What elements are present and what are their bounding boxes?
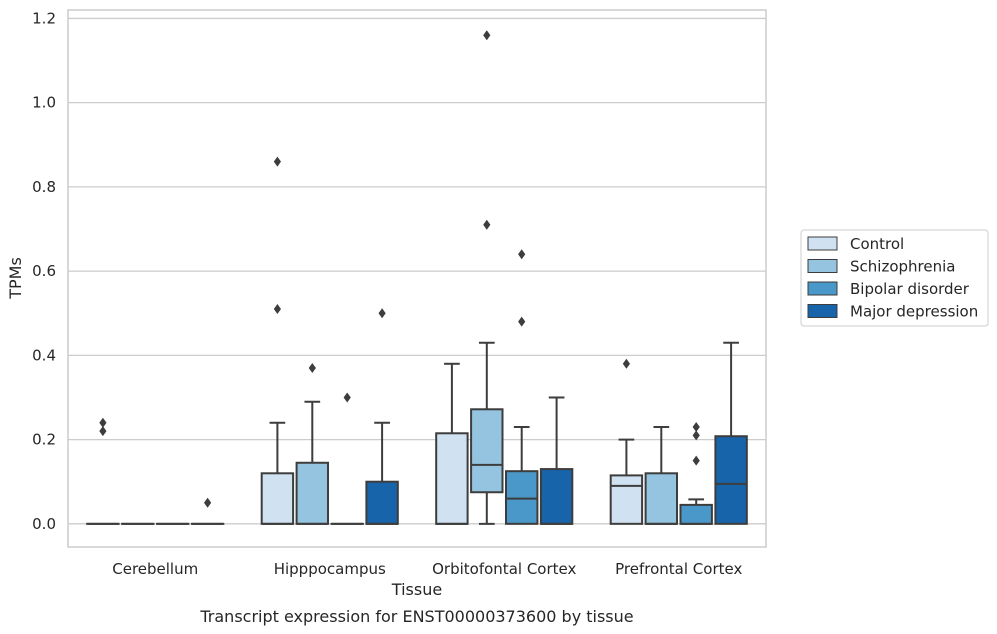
x-tick-label: Orbitofontal Cortex <box>432 560 576 578</box>
legend-label: Schizophrenia <box>850 258 955 276</box>
legend-swatch <box>807 304 838 318</box>
outlier-point <box>692 430 700 441</box>
x-tick-labels: Cerebellum Hipppocampus Orbitofontal Corte… <box>112 560 742 578</box>
grid-lines <box>68 17 766 525</box>
x-tick-label: Cerebellum <box>112 560 198 578</box>
outlier-point <box>308 363 316 373</box>
y-axis-title: TPMs <box>6 257 25 300</box>
box-body <box>435 432 469 525</box>
box-group <box>609 358 644 525</box>
box-group <box>330 392 364 525</box>
legend-swatch <box>807 236 838 251</box>
outlier-point <box>692 421 700 432</box>
box-body <box>470 408 504 494</box>
box-group <box>714 341 748 525</box>
outlier-point <box>273 304 281 315</box>
y-tick-label: 0.6 <box>32 262 56 280</box>
outlier-point <box>518 249 526 260</box>
box-body <box>260 472 295 525</box>
x-tick-label: Prefrontal Cortex <box>615 560 742 578</box>
outlier-point <box>622 358 630 369</box>
chart-caption: Transcript expression for ENST0000037360… <box>199 607 633 626</box>
box-group <box>365 308 399 525</box>
legend-label: Bipolar disorder <box>850 280 970 298</box>
box-body <box>539 468 574 525</box>
box-body <box>504 470 539 525</box>
y-tick-labels: 0.0 0.2 0.4 0.6 0.8 1.0 1.2 <box>32 9 56 532</box>
box-group <box>539 396 574 525</box>
x-axis-title: Tissue <box>391 580 442 599</box>
box-group <box>260 156 295 525</box>
y-tick-label: 0.8 <box>32 178 56 196</box>
box-body <box>679 503 713 525</box>
legend: Control Schizophrenia Bipolar disorder Majo… <box>800 229 989 327</box>
legend-frame <box>800 229 989 327</box>
plot-frame <box>67 9 767 548</box>
outlier-point <box>378 308 386 319</box>
outlier-point <box>99 426 107 437</box>
outlier-point <box>483 219 491 230</box>
legend-label: Control <box>850 235 904 253</box>
outlier-point <box>273 156 281 167</box>
legend-label: Major depression <box>850 303 978 321</box>
box-group <box>470 30 504 525</box>
y-tick-label: 1.0 <box>32 94 56 112</box>
box-group <box>295 363 330 525</box>
outlier-point <box>692 455 700 466</box>
legend-swatch <box>807 259 838 273</box>
box-body <box>365 480 399 525</box>
box-body <box>644 472 679 525</box>
outlier-point <box>483 30 491 41</box>
outlier-point <box>99 417 107 428</box>
box-group <box>86 417 120 525</box>
box-group <box>504 249 539 525</box>
box-group <box>644 425 679 525</box>
y-tick-label: 0.4 <box>32 346 56 364</box>
box-group <box>190 497 225 525</box>
box-body <box>609 474 644 525</box>
box-plot-series <box>86 30 748 525</box>
box-body <box>295 461 330 525</box>
outlier-point <box>518 316 526 327</box>
x-tick-label: Hipppocampus <box>274 560 386 578</box>
box-group <box>435 362 469 525</box>
outlier-point <box>204 497 212 508</box>
y-tick-label: 1.2 <box>32 9 56 27</box>
box-body <box>714 435 748 525</box>
outlier-point <box>343 392 351 403</box>
legend-swatch <box>807 281 838 296</box>
box-group <box>679 421 713 525</box>
y-tick-label: 0.2 <box>32 431 56 449</box>
y-tick-label: 0.0 <box>32 515 56 533</box>
